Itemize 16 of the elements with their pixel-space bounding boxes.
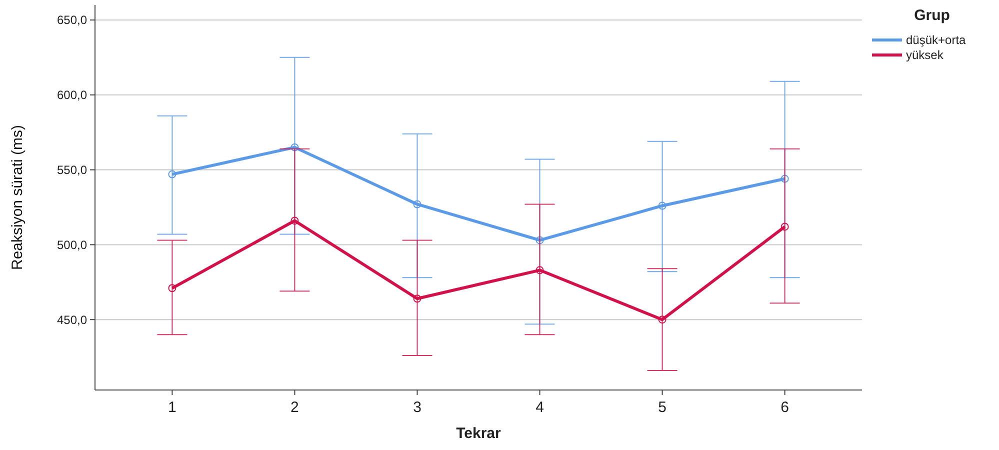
x-tick-label: 1 — [168, 399, 176, 416]
y-tick-label: 600,0 — [56, 88, 88, 102]
x-tick-label: 5 — [658, 399, 666, 416]
x-axis-title: Tekrar — [456, 425, 502, 442]
y-tick-label: 500,0 — [56, 238, 88, 252]
y-tick-label: 450,0 — [56, 312, 88, 327]
y-tick-label: 550,0 — [56, 162, 88, 177]
x-tick-label: 2 — [290, 399, 299, 416]
legend-title: Grup — [914, 7, 950, 24]
y-tick-label: 650,0 — [56, 13, 88, 28]
y-axis-title: Reaksiyon sürati (ms) — [9, 124, 26, 270]
x-tick-label: 6 — [780, 399, 789, 416]
legend-label: yüksek — [906, 48, 944, 62]
x-tick-label: 3 — [413, 399, 422, 416]
x-tick-label: 4 — [536, 399, 544, 416]
legend-label: düşük+orta — [906, 33, 966, 48]
